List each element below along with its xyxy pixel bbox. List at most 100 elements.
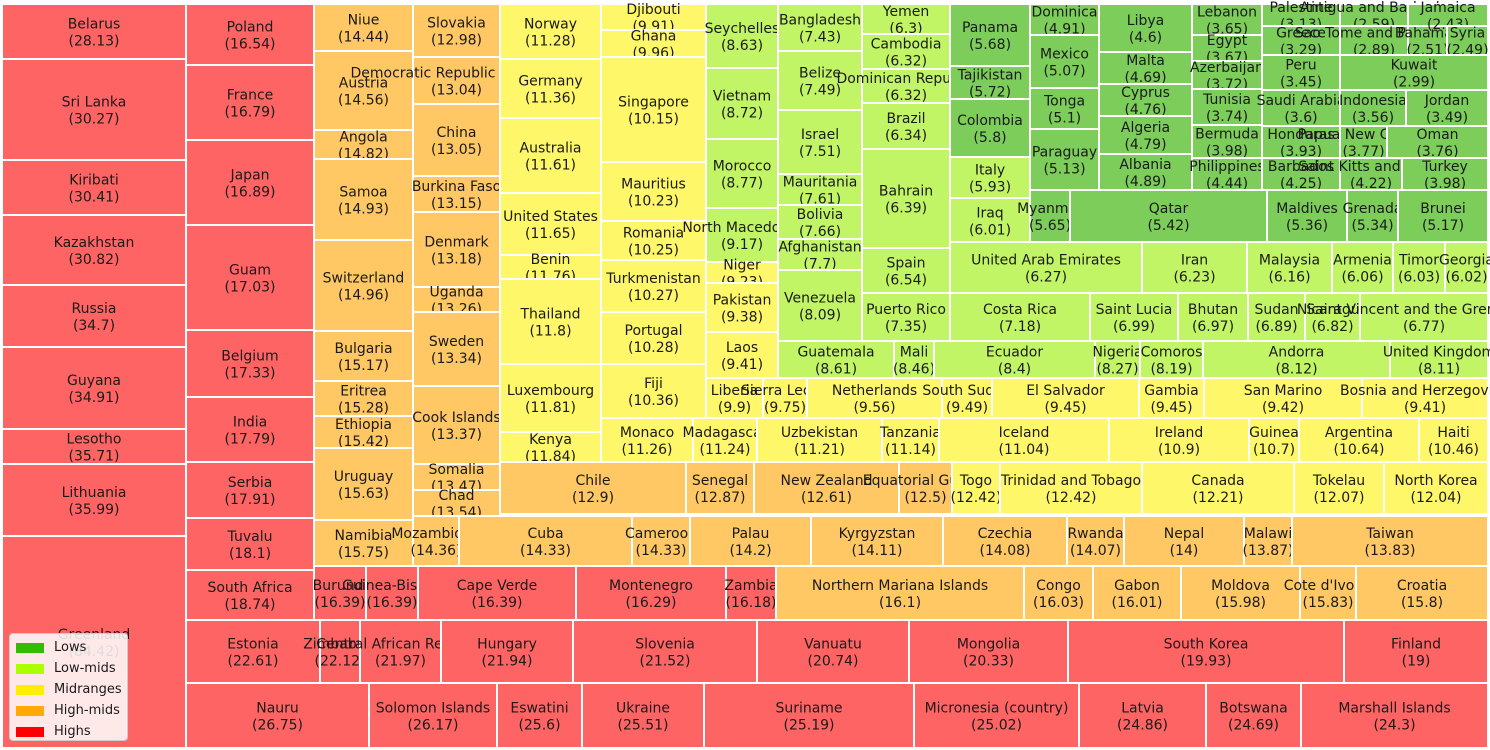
cell-name-uzbekistan: Uzbekistan <box>781 425 858 441</box>
cell-south-korea: South Korea(19.93) <box>1067 619 1345 684</box>
cell-niue: Niue(14.44) <box>313 3 414 52</box>
cell-value-denmark: (13.18) <box>431 252 482 268</box>
cell-name-lithuania: Lithuania <box>62 485 127 501</box>
legend-label: Low-mids <box>54 661 116 676</box>
cell-germany: Germany(11.36) <box>499 58 602 119</box>
cell-rect-yemen <box>861 3 951 35</box>
cell-name-iraq: Iraq <box>976 206 1003 222</box>
cell-azerbaijan: Azerbaijan(3.72) <box>1190 60 1264 93</box>
cell-rect-afghanistan <box>777 238 863 271</box>
cell-name-south-africa: South Africa <box>207 580 292 596</box>
cell-value-san-marino: (9.42) <box>1262 400 1304 416</box>
cell-value-norway: (11.28) <box>525 34 576 50</box>
cell-romania: Romania(10.25) <box>600 220 707 261</box>
cell-name-canada: Canada <box>1191 473 1244 489</box>
cell-value-uzbekistan: (11.21) <box>794 442 845 458</box>
legend-swatch <box>16 705 44 716</box>
cell-mexico: Mexico(5.07) <box>1029 34 1100 89</box>
cell-puerto-rico: Puerto Rico(7.35) <box>861 292 951 342</box>
cell-name-nauru: Nauru <box>256 701 299 717</box>
cell-value-germany: (11.36) <box>525 91 576 107</box>
cell-seychelles: Seychelles(8.63) <box>705 3 779 69</box>
cell-value-cambodia: (6.32) <box>885 54 927 70</box>
cell-rect-armenia <box>1331 241 1394 294</box>
cell-name-saudi-arabia: Saudi Arabia <box>1257 93 1346 109</box>
cell-rect-sudan <box>1247 292 1306 342</box>
cell-rect-romania <box>600 220 707 261</box>
legend-item-highs: Highs <box>16 721 127 742</box>
cell-value-india: (17.79) <box>224 432 275 448</box>
cell-value-turkmenistan: (10.27) <box>628 288 679 304</box>
cell-indonesia: Indonesia(3.56) <box>1339 89 1407 127</box>
cell-rect-argentina <box>1298 417 1420 463</box>
cell-united-arab-emirates: United Arab Emirates(6.27) <box>949 241 1143 294</box>
cell-name-slovenia: Slovenia <box>635 637 695 653</box>
cell-name-rwanda: Rwanda <box>1067 526 1123 542</box>
cell-china: China(13.05) <box>412 103 501 177</box>
cell-ghana: Ghana(9.96) <box>600 29 707 62</box>
cell-canada: Canada(12.21) <box>1141 461 1295 515</box>
cell-name-qatar: Qatar <box>1149 201 1189 217</box>
legend-item-high-mids: High-mids <box>16 700 127 721</box>
cell-value-japan: (16.89) <box>224 185 275 201</box>
cell-rect-slovenia <box>572 619 758 684</box>
cell-nauru: Nauru(26.75) <box>185 682 370 749</box>
cell-value-liberia: (9.9) <box>718 400 751 416</box>
cell-name-latvia: Latvia <box>1121 701 1164 717</box>
cell-suriname: Suriname(25.19) <box>703 682 915 749</box>
cell-rect-niue <box>313 3 414 52</box>
cell-value-saint-kitts-and-nevis: (4.22) <box>1350 176 1392 192</box>
cell-bahrain: Bahrain(6.39) <box>861 148 951 249</box>
cell-name-liberia: Liberia <box>711 383 758 399</box>
cell-value-burundi: (16.39) <box>314 595 365 611</box>
cell-value-pakistan: (9.38) <box>721 310 763 326</box>
cell-value-central-african-republic: (21.97) <box>375 654 426 670</box>
cell-rect-south-sudan <box>941 377 993 419</box>
cell-pakistan: Pakistan(9.38) <box>705 282 779 333</box>
cell-bermuda: Bermuda(3.98) <box>1191 124 1263 160</box>
cell-value-dominica: (4.91) <box>1043 22 1085 38</box>
cell-value-brunei: (5.17) <box>1422 218 1464 234</box>
cell-value-guinea-bissau: (16.39) <box>366 595 417 611</box>
cell-rect-brazil <box>861 102 951 150</box>
cell-united-kingdom: United Kingdom(8.11) <box>1383 340 1490 379</box>
cell-rect-tonga <box>1029 87 1100 130</box>
cell-value-tajikistan: (5.72) <box>969 85 1011 101</box>
cell-value-morocco: (8.77) <box>721 176 763 192</box>
cell-value-malaysia: (6.16) <box>1268 270 1310 286</box>
cell-name-iceland: Iceland <box>999 425 1050 441</box>
cell-czechia: Czechia(14.08) <box>942 515 1068 567</box>
cell-name-egypt: Egypt <box>1207 33 1248 49</box>
cell-rect-kenya <box>499 431 602 463</box>
cell-name-barbados: Barbados <box>1268 159 1334 175</box>
cell-name-puerto-rico: Puerto Rico <box>866 302 946 318</box>
cell-panama: Panama(5.68) <box>949 3 1031 67</box>
cell-rect-turkey <box>1401 157 1489 191</box>
cell-eritrea: Eritrea(15.28) <box>313 380 414 417</box>
cell-rect-united-states <box>499 192 602 256</box>
cell-san-marino: San Marino(9.42) <box>1203 377 1363 419</box>
cell-name-yemen: Yemen <box>882 4 929 20</box>
cell-united-states: United States(11.65) <box>499 192 602 256</box>
cell-name-palestine: Palestine <box>1269 0 1332 16</box>
cell-rect-latvia <box>1078 682 1207 749</box>
cell-value-trinidad-and-tobago: (12.42) <box>1045 490 1096 506</box>
cell-value-saudi-arabia: (3.6) <box>1284 110 1317 126</box>
cell-name-suriname: Suriname <box>775 701 842 717</box>
cell-name-azerbaijan: Azerbaijan <box>1190 60 1264 76</box>
cell-value-tunisia: (3.74) <box>1206 109 1248 125</box>
cell-rect-zimbabwe <box>319 619 361 684</box>
cell-name-sudan: Sudan <box>1254 302 1298 318</box>
cell-value-brazil: (6.34) <box>885 128 927 144</box>
cell-rect-saudi-arabia <box>1261 89 1341 127</box>
cell-rect-bosnia-and-herzegovina <box>1361 377 1489 419</box>
cell-latvia: Latvia(24.86) <box>1078 682 1207 749</box>
cell-value-sweden: (13.34) <box>431 351 482 367</box>
cell-sudan: Sudan(6.89) <box>1247 292 1306 342</box>
cell-name-cote-d-ivoire: Cote d'Ivoire <box>1284 578 1373 594</box>
cell-rect-morocco <box>705 138 779 209</box>
cell-value-myanmar: (5.65) <box>1029 218 1071 234</box>
cell-value-ukraine: (25.51) <box>617 718 668 734</box>
cell-tonga: Tonga(5.1) <box>1029 87 1100 130</box>
cell-value-puerto-rico: (7.35) <box>885 319 927 335</box>
